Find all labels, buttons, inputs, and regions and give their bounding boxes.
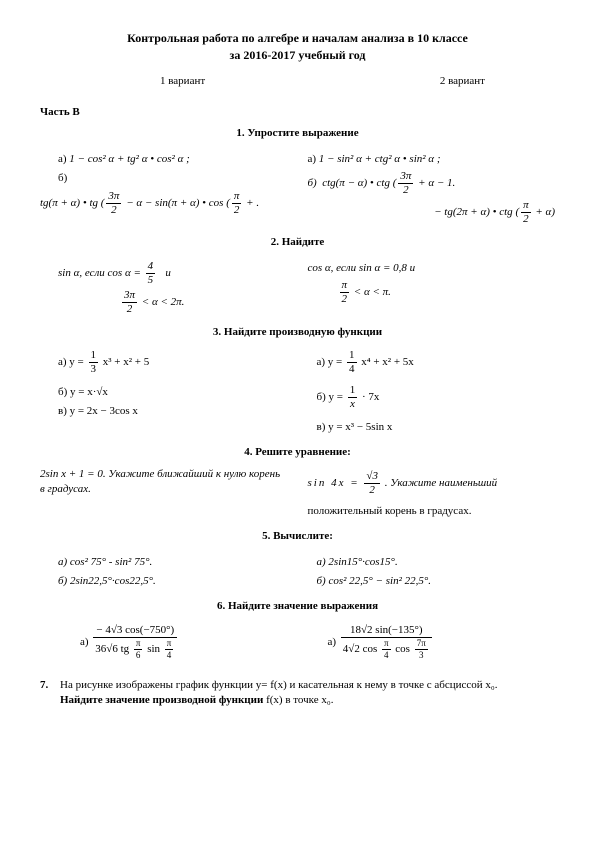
p2-right-range: π2 < α < π.	[338, 280, 556, 305]
p6lt: − 4√3 cos(−750°)	[93, 625, 177, 638]
p2-right-line1: cos α, если sin α = 0,8 и	[308, 261, 556, 276]
p1-right-a-expr: 1 − sin² α + ctg² α • sin² α ;	[319, 153, 441, 165]
p7-tail: f(x) в точке x₀.	[266, 694, 333, 706]
p5-left-b: б) 2sin22,5°·cos22,5°.	[58, 574, 297, 589]
p1-left-a-expr: 1 − cos² α + tg² α • cos² α ;	[69, 153, 189, 165]
problem-5: а) cos² 75° - sin² 75°. б) 2sin22,5°·cos…	[40, 551, 555, 594]
p3rb2: · 7x	[362, 391, 379, 403]
p1rb3: − tg(2π + α) • ctg	[434, 206, 513, 218]
p6la: а)	[80, 636, 89, 648]
p7-text1: На рисунке изображены график функции y= …	[60, 679, 497, 691]
p6-left: а) − 4√3 cos(−750°) 36√6 tg π6 sin π4	[80, 625, 308, 660]
problem-6: а) − 4√3 cos(−750°) 36√6 tg π6 sin π4 а)…	[40, 621, 555, 664]
p5-right-b: б) cos² 22,5° − sin² 22,5°.	[317, 574, 556, 589]
p1rb2: + α − 1.	[418, 177, 455, 189]
p1rb4: + α	[535, 206, 551, 218]
p4-right-l1: sin 4x = √32 . Укажите наименьший	[308, 471, 556, 496]
p1rb0: б)	[308, 177, 317, 189]
p1lb2: − α − sin(π + α) • cos	[126, 197, 223, 209]
problem-2: sin α, если cos α = 45 и 3π2 < α < 2π. c…	[40, 257, 555, 319]
title-line-1: Контрольная работа по алгебре и началам …	[40, 30, 555, 47]
p2-left-range: 3π2 < α < 2π.	[120, 290, 288, 315]
p1-left-b-expr: tg(π + α) • tg (3π2 − α − sin(π + α) • c…	[40, 191, 288, 216]
p4r2: . Укажите наименьший	[385, 477, 497, 489]
section-5-heading: 5. Вычислите:	[40, 529, 555, 544]
p4r1: sin 4x =	[308, 477, 360, 489]
variant-2: 2 вариант	[440, 74, 485, 89]
title-line-2: за 2016-2017 учебный год	[40, 47, 555, 64]
p6-right: а) 18√2 sin(−135°) 4√2 cos π4 cos 7π3	[328, 625, 556, 660]
p1-left-b-label: б)	[58, 171, 288, 186]
p3-right-c: в) y = x³ − 5sin x	[317, 420, 556, 435]
p3la1: а) y =	[58, 356, 84, 368]
p4-right-l2: положительный корень в градусах.	[308, 504, 556, 519]
p3-left-a: а) y = 13 x³ + x² + 5	[58, 350, 297, 375]
problem-1: а) 1 − cos² α + tg² α • cos² α ; б) tg(π…	[40, 148, 555, 229]
problem-4: 2sin x + 1 = 0. Укажите ближайший к нулю…	[40, 467, 555, 523]
p7-bold: Найдите значение производной функции	[60, 694, 263, 706]
section-3-heading: 3. Найдите производную функции	[40, 325, 555, 340]
p2l2: и	[165, 267, 171, 279]
variant-1: 1 вариант	[160, 74, 205, 89]
p7-label: 7.	[40, 678, 60, 709]
p1-right-a-label: а)	[308, 153, 317, 165]
p5-right-a: а) 2sin15°·cos15°.	[317, 555, 556, 570]
problem-7: 7. На рисунке изображены график функции …	[40, 678, 555, 709]
p3-left-c: в) y = 2x − 3cos x	[58, 404, 297, 419]
p5-left-a: а) cos² 75° - sin² 75°.	[58, 555, 297, 570]
p3la2: x³ + x² + 5	[103, 356, 150, 368]
p6rt: 18√2 sin(−135°)	[341, 625, 432, 638]
p1-right-b-line2: − tg(2π + α) • ctg (π2 + α)	[308, 200, 556, 225]
p4-left: 2sin x + 1 = 0. Укажите ближайший к нулю…	[40, 467, 288, 523]
p3ra2: x⁴ + x² + 5x	[361, 356, 414, 368]
p2l1: sin α, если cos α =	[58, 267, 141, 279]
variants-row: 1 вариант 2 вариант	[160, 74, 485, 89]
p2l3: < α < 2π.	[142, 296, 185, 308]
p3-right-b: б) y = 1x · 7x	[317, 385, 556, 410]
section-6-heading: 6. Найдите значение выражения	[40, 599, 555, 614]
p1lb1: tg(π + α) • tg	[40, 197, 98, 209]
p3-right-a: а) y = 14 x⁴ + x² + 5x	[317, 350, 556, 375]
section-4-heading: 4. Решите уравнение:	[40, 445, 555, 460]
part-b-label: Часть В	[40, 105, 555, 120]
p3-left-b: б) y = x·√x	[58, 385, 297, 400]
section-1-heading: 1. Упростите выражение	[40, 126, 555, 141]
problem-3: а) y = 13 x³ + x² + 5 б) y = x·√x в) y =…	[40, 346, 555, 439]
section-2-heading: 2. Найдите	[40, 235, 555, 250]
p1rb1: ctg(π − α) • ctg	[322, 177, 390, 189]
p6ra: а)	[328, 636, 337, 648]
p3ra1: а) y =	[317, 356, 343, 368]
p2r2: < α < π.	[354, 286, 391, 298]
p3rb1: б) y =	[317, 391, 343, 403]
p1-left-a-label: а)	[58, 153, 67, 165]
p2-left-line1: sin α, если cos α = 45 и	[58, 261, 288, 286]
p1-right-b-expr: б) ctg(π − α) • ctg (3π2 + α − 1.	[308, 171, 556, 196]
